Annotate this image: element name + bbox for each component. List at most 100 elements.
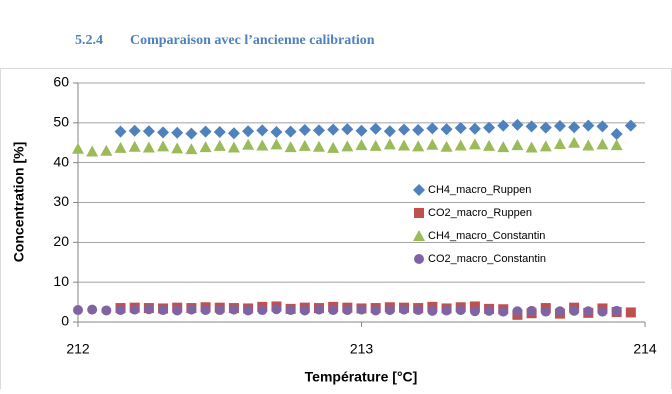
- data-point: [512, 306, 523, 317]
- data-point: [142, 141, 155, 153]
- data-point: [399, 304, 410, 315]
- data-point: [298, 139, 311, 151]
- data-point: [114, 125, 127, 138]
- data-point: [157, 140, 170, 152]
- data-point: [484, 305, 495, 316]
- data-point: [242, 138, 255, 150]
- data-point: [497, 141, 510, 153]
- data-point: [142, 125, 155, 138]
- y-tick-label: 50: [53, 114, 69, 130]
- data-point: [624, 119, 637, 132]
- data-point: [568, 121, 581, 134]
- data-point: [426, 122, 439, 135]
- data-point: [115, 305, 126, 316]
- data-point: [271, 304, 282, 315]
- data-point: [413, 305, 424, 316]
- data-point: [412, 140, 425, 152]
- data-point: [596, 138, 609, 150]
- data-point: [214, 305, 225, 316]
- data-point: [114, 141, 127, 153]
- data-point: [625, 307, 636, 318]
- data-point: [128, 124, 141, 137]
- data-point: [596, 120, 609, 133]
- data-point: [342, 305, 353, 316]
- data-point: [312, 124, 325, 137]
- data-point: [227, 141, 240, 153]
- data-point: [355, 139, 368, 151]
- data-point: [171, 142, 184, 154]
- data-point: [568, 136, 581, 148]
- data-point: [213, 125, 226, 138]
- data-point: [199, 125, 212, 138]
- legend-label: CH4_macro_Constantin: [428, 230, 545, 242]
- data-point: [185, 127, 198, 140]
- data-point: [356, 304, 367, 315]
- data-point: [426, 138, 439, 150]
- legend-label: CO2_macro_Constantin: [428, 253, 546, 265]
- data-point: [610, 127, 623, 140]
- data-point: [539, 121, 552, 134]
- data-point: [243, 305, 254, 316]
- y-axis-title: Concentration [%]: [11, 142, 27, 263]
- data-point: [328, 305, 339, 316]
- y-tick-label: 0: [61, 313, 69, 329]
- y-tick-label: 40: [53, 153, 69, 169]
- data-point: [72, 142, 84, 154]
- data-point: [526, 305, 537, 316]
- data-point: [327, 123, 340, 136]
- legend-marker: [413, 230, 425, 241]
- data-point: [256, 139, 269, 151]
- data-point: [313, 304, 324, 315]
- data-point: [86, 145, 99, 157]
- data-point: [172, 305, 183, 316]
- data-point: [525, 141, 538, 153]
- data-point: [355, 124, 368, 137]
- data-point: [228, 304, 239, 315]
- data-point: [539, 140, 552, 152]
- data-point: [511, 139, 524, 151]
- data-point: [257, 305, 268, 316]
- section-title: Comparaison avec l’ancienne calibration: [130, 33, 375, 48]
- legend-marker: [414, 254, 424, 264]
- data-point: [171, 126, 184, 139]
- data-point: [129, 304, 140, 315]
- data-point: [158, 305, 169, 316]
- legend-label: CH4_macro_Ruppen: [428, 184, 531, 196]
- legend-marker: [414, 208, 424, 218]
- data-point: [227, 127, 240, 140]
- data-point: [369, 122, 382, 135]
- data-point: [369, 139, 382, 151]
- data-point: [398, 123, 411, 136]
- y-tick-label: 30: [53, 193, 69, 209]
- data-point: [483, 121, 496, 134]
- data-point: [341, 140, 354, 152]
- data-point: [610, 139, 623, 151]
- x-tick-label: 214: [633, 341, 657, 357]
- data-point: [285, 305, 296, 316]
- data-point: [583, 306, 594, 317]
- data-point: [327, 141, 340, 153]
- x-axis-title: Température [°C]: [305, 369, 418, 385]
- data-point: [370, 305, 381, 316]
- y-tick-label: 10: [53, 273, 69, 289]
- data-point: [498, 306, 509, 317]
- data-point: [454, 122, 467, 135]
- data-point: [185, 143, 198, 155]
- data-point: [440, 140, 453, 152]
- data-point: [200, 305, 211, 316]
- data-point: [186, 304, 197, 315]
- data-point: [256, 124, 269, 137]
- data-point: [383, 138, 396, 150]
- data-point: [582, 119, 595, 132]
- y-tick-label: 20: [53, 233, 69, 249]
- data-point: [101, 305, 112, 316]
- data-point: [341, 123, 354, 136]
- data-point: [427, 305, 438, 316]
- data-point: [469, 306, 480, 317]
- data-point: [525, 120, 538, 133]
- chart-frame: [0, 68, 672, 394]
- data-point: [213, 139, 226, 151]
- legend-marker: [413, 184, 425, 196]
